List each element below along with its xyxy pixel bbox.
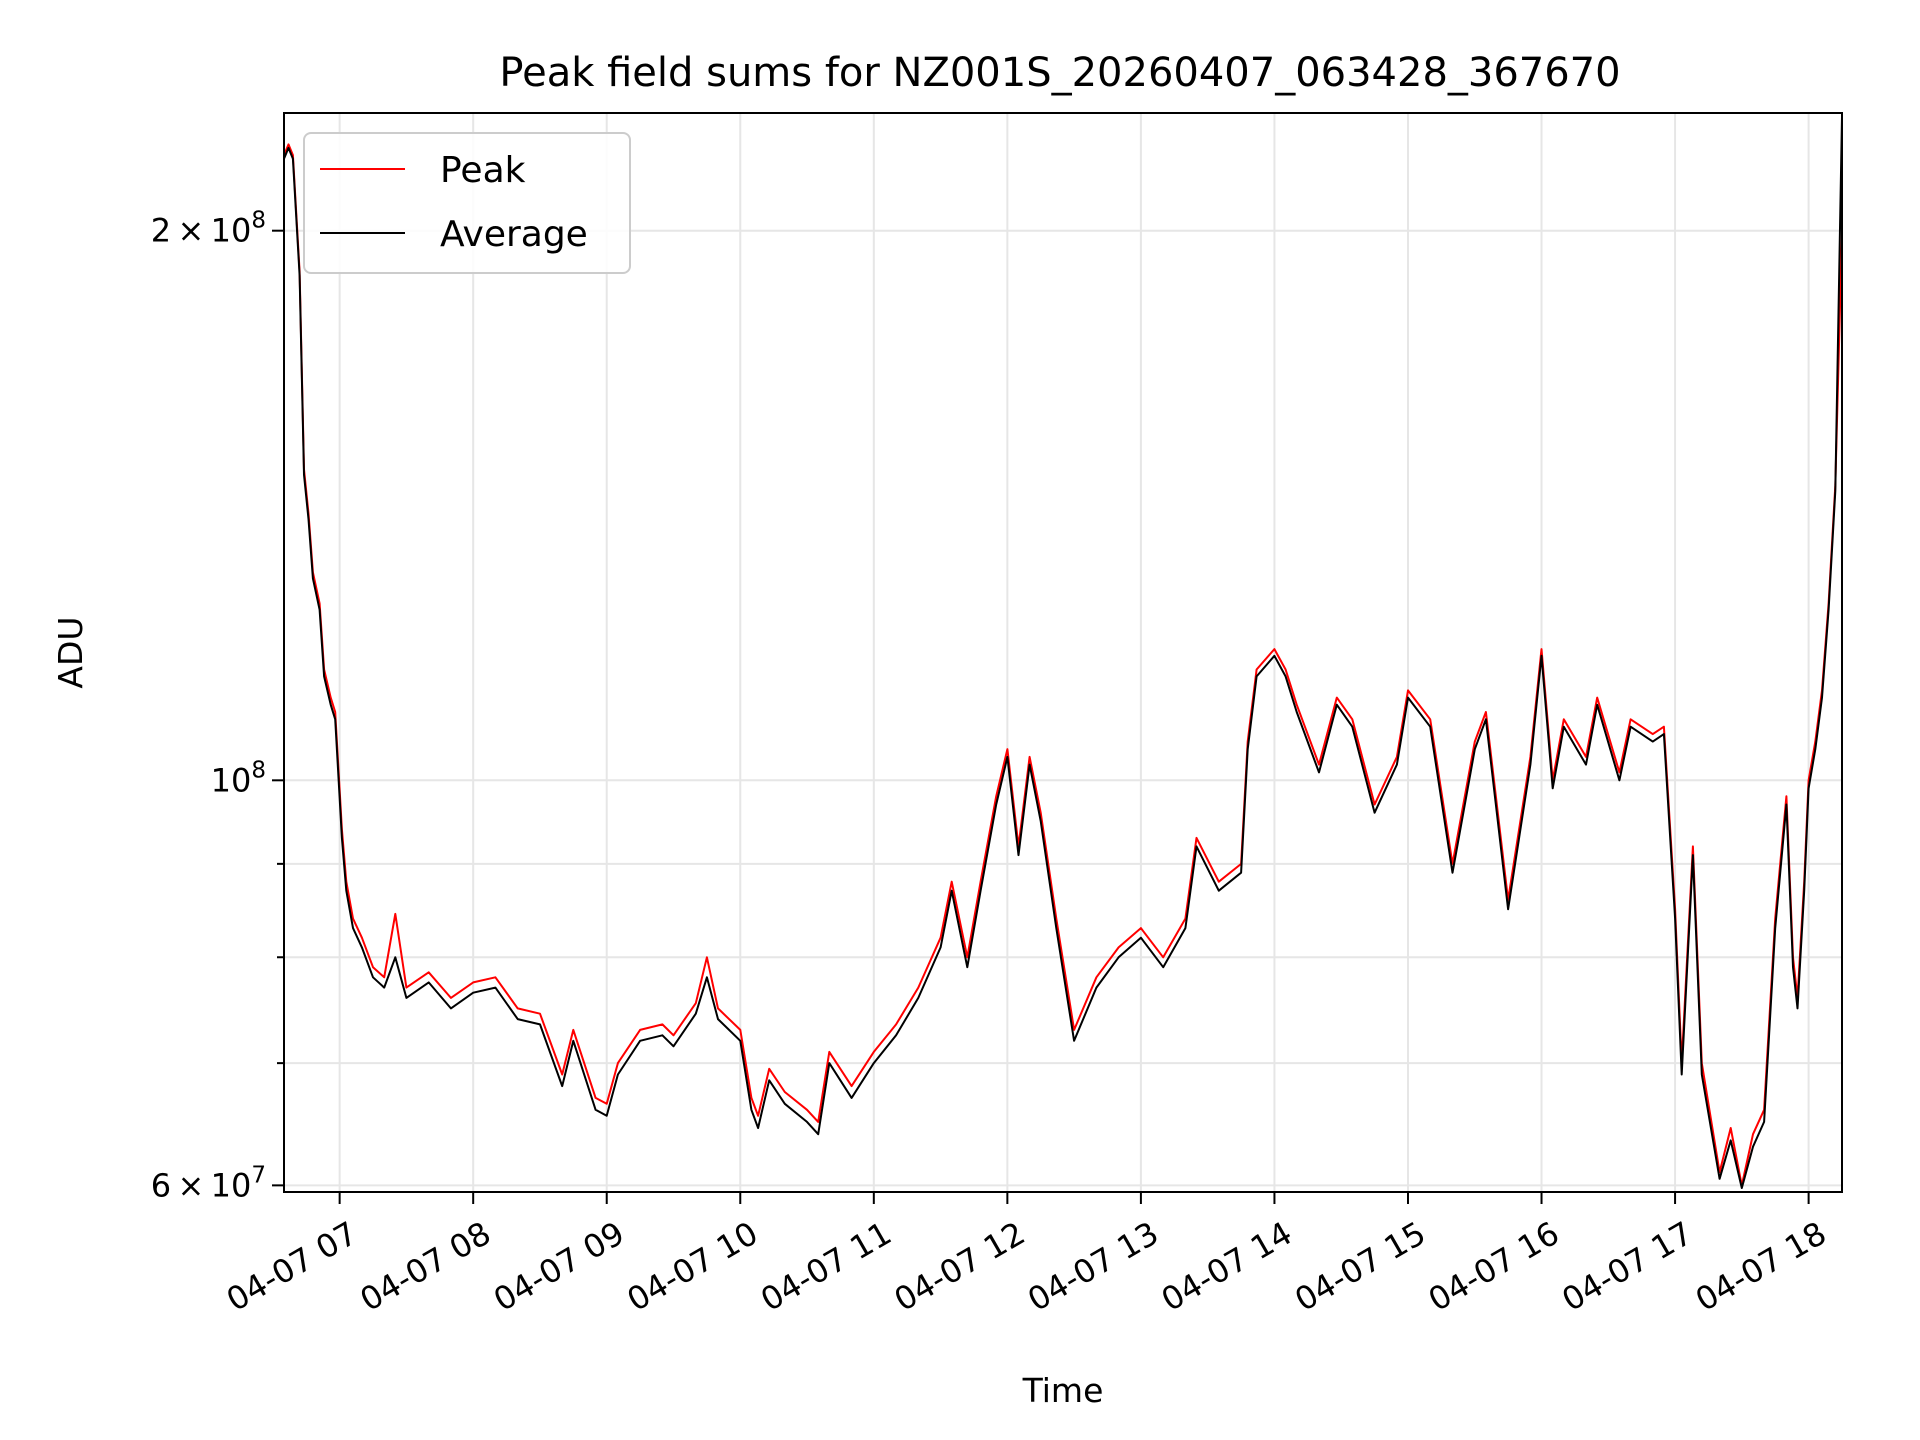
y-tick-label: 108 — [211, 757, 266, 799]
chart-title: Peak field sums for NZ001S_20260407_0634… — [499, 50, 1620, 96]
x-axis-label: Time — [1022, 1371, 1104, 1410]
y-tick-mantissa: 6 — [151, 1166, 171, 1204]
y-tick-exponent: 8 — [251, 757, 266, 783]
y-axis-label: ADU — [51, 616, 90, 688]
y-tick-label: 2 × 108 — [151, 208, 266, 250]
y-tick-label: 6 × 107 — [151, 1162, 266, 1204]
y-tick-mantissa: 2 — [151, 212, 171, 250]
plot-frame — [283, 112, 1843, 1193]
series-line-average — [283, 116, 1843, 1189]
y-tick-times: × 10 — [171, 1166, 251, 1204]
legend-label-average: Average — [440, 214, 588, 255]
y-tick-exponent: 7 — [251, 1162, 266, 1188]
legend: Peak Average — [303, 132, 631, 274]
y-tick-exponent: 8 — [251, 208, 266, 234]
y-tick-base: 10 — [211, 761, 252, 799]
y-tick-times: × 10 — [171, 212, 251, 250]
legend-label-peak: Peak — [440, 150, 526, 191]
series-lines — [283, 116, 1843, 1189]
